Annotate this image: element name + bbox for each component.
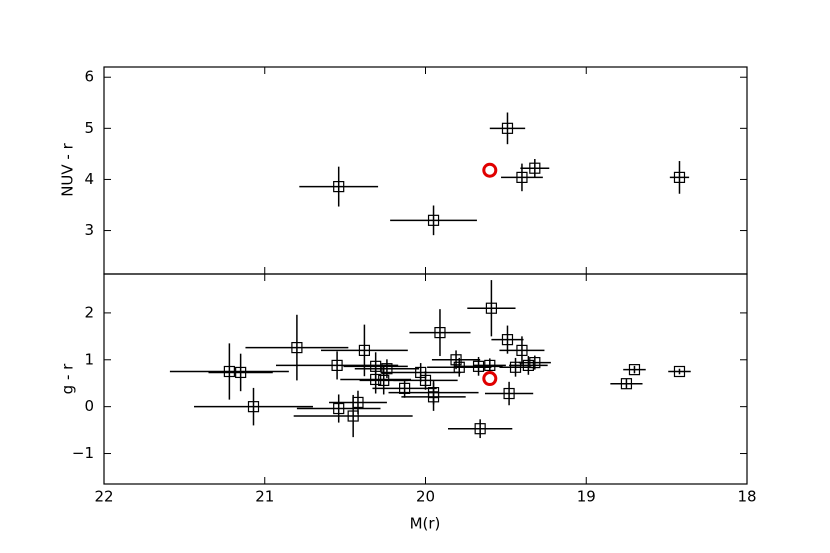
marker [333,402,345,415]
y-tick-label: 2 [84,303,94,321]
marker [673,171,686,183]
x-tick-label: 18 [737,488,756,506]
marker [484,359,496,372]
x-tick-label: 19 [577,488,596,506]
x-tick-label: 21 [255,488,274,506]
marker [509,361,522,373]
y-tick-label: 4 [84,170,94,188]
x-axis-label: M(r) [410,515,441,533]
marker [673,365,686,378]
marker [333,181,345,193]
marker [503,387,515,400]
marker [419,374,432,387]
y-tick-label: 0 [84,397,94,415]
marker [223,365,235,378]
x-tick-label: 20 [416,488,435,506]
marker [427,214,440,226]
y-tick-label: −1 [72,444,94,462]
marker [474,423,486,435]
y-axis-label: g - r [59,363,77,394]
marker [485,302,498,314]
marker [399,382,411,394]
marker [501,122,514,134]
plot-frame [103,66,748,275]
marker [450,354,462,366]
marker [352,396,364,409]
marker [291,341,303,354]
marker [516,171,528,183]
marker [522,359,534,372]
marker [381,363,393,375]
y-tick-label: 5 [84,119,94,137]
highlight-marker [482,371,498,387]
y-axis-label: NUV - r [59,142,77,196]
marker [628,364,641,376]
highlight-marker [482,162,498,178]
marker [453,361,465,373]
x-tick-label: 22 [94,488,113,506]
y-tick-label: 1 [84,350,94,368]
marker [331,359,343,372]
y-tick-label: 6 [84,68,94,86]
marker [235,366,247,379]
marker [358,344,371,357]
marker [247,401,260,413]
marker [620,378,633,390]
marker [347,410,359,422]
marker [472,360,485,372]
marker [516,344,528,357]
marker [427,391,440,403]
marker [529,356,541,369]
marker [501,334,514,346]
marker [370,373,382,386]
y-tick-label: 3 [84,221,94,239]
marker [434,326,446,339]
marker [378,374,390,387]
marker [529,162,541,174]
